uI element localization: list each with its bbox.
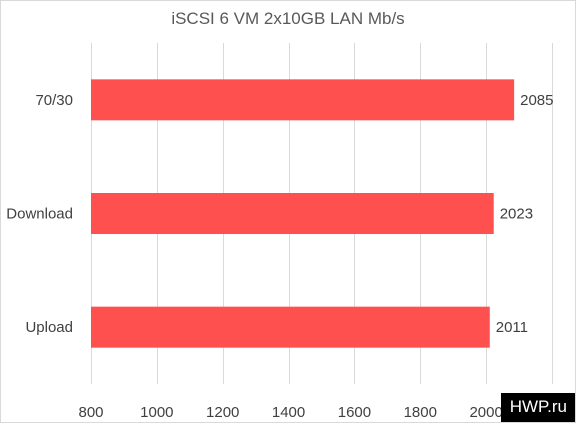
x-tick-label: 1800 bbox=[404, 404, 437, 421]
watermark-logo: HWP.ru bbox=[500, 393, 575, 422]
value-label: 2023 bbox=[500, 206, 533, 223]
value-labels: 2085 2023 2011 bbox=[496, 92, 554, 336]
value-label: 2085 bbox=[520, 92, 553, 109]
bar bbox=[91, 306, 490, 348]
category-label: Upload bbox=[25, 319, 73, 336]
x-tick-label: 800 bbox=[78, 404, 103, 421]
bar bbox=[91, 79, 515, 121]
bars bbox=[91, 79, 515, 348]
category-label: Download bbox=[6, 206, 73, 223]
category-labels: 70/30 Download Upload bbox=[6, 92, 73, 336]
x-tick-label: 2000 bbox=[469, 404, 502, 421]
x-tick-label: 1200 bbox=[206, 404, 239, 421]
x-tick-label: 1400 bbox=[272, 404, 305, 421]
bar bbox=[91, 193, 494, 234]
x-tick-label: 1600 bbox=[338, 404, 371, 421]
category-label: 70/30 bbox=[35, 92, 73, 109]
x-tick-labels: 8001000120014001600180020002200 bbox=[78, 404, 568, 421]
value-label: 2011 bbox=[496, 319, 528, 336]
chart-title: iSCSI 6 VM 2x10GB LAN Mb/s bbox=[171, 9, 405, 28]
x-tick-label: 1000 bbox=[140, 404, 173, 421]
